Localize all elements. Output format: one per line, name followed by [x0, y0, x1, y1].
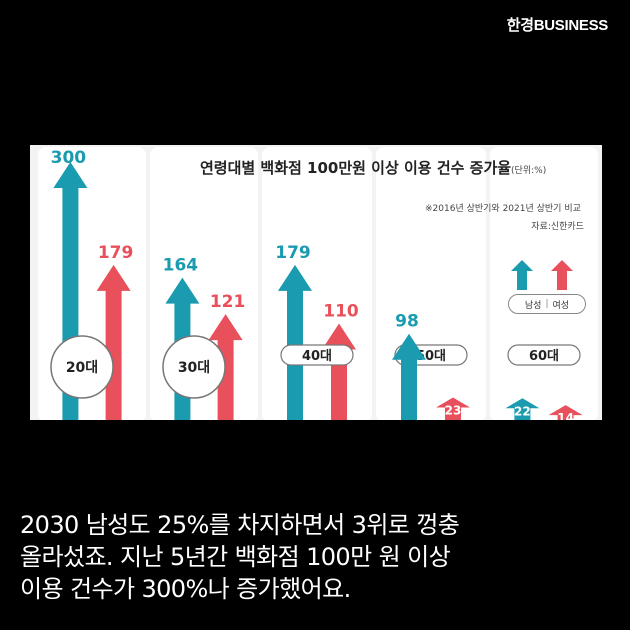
category-badge-2 — [280, 344, 354, 366]
category-label-3: 50대 — [416, 349, 446, 364]
chart-note: ※2016년 상반기와 2021년 상반기 비교 — [425, 204, 581, 214]
value-female-2: 110 — [323, 302, 359, 322]
legend-arrows — [511, 260, 573, 290]
bar-female-4 — [548, 405, 583, 420]
brand-logo: 한경BUSINESS — [506, 17, 609, 34]
legend-box: 남성 | 여성 — [508, 294, 586, 314]
legend-female-arrow-icon — [551, 260, 573, 290]
panel-2 — [262, 147, 372, 420]
caption: 2030 남성도 25%를 차지하면서 3위로 껑충 올라섰죠. 지난 5년간 … — [20, 509, 615, 605]
value-male-0: 300 — [51, 148, 87, 168]
chart-title: 연령대별 백화점 100만원 이상 이용 건수 증가율(단위:%) — [200, 157, 546, 178]
category-badge-0 — [50, 335, 114, 399]
legend-male-arrow-icon — [511, 260, 533, 290]
caption-line-3: 이용 건수가 300%나 증가했어요. — [20, 575, 351, 603]
legend-separator: | — [545, 299, 549, 309]
caption-line-1: 2030 남성도 25%를 차지하면서 3위로 껑충 — [20, 511, 460, 539]
bar-male-2 — [278, 264, 312, 420]
chart-unit: (단위:%) — [511, 166, 547, 176]
chart-source: 자료:신한카드 — [531, 222, 584, 232]
category-badge-1 — [162, 335, 226, 399]
caption-line-2: 올라섰죠. 지난 5년간 백화점 100만 원 이상 — [20, 543, 451, 571]
chart-title-text: 연령대별 백화점 100만원 이상 이용 건수 증가율 — [200, 159, 512, 177]
value-female-0: 179 — [98, 243, 134, 263]
category-label-0: 20대 — [66, 360, 98, 376]
chart-image: 300 179 20대 164 121 30대 179 110 40대 50대 60대 98 23 22 1… — [30, 145, 602, 420]
category-label-2: 40대 — [302, 349, 332, 364]
bar-female-0 — [96, 264, 131, 420]
value-male-1: 164 — [163, 256, 199, 276]
value-female-3: 23 — [445, 403, 462, 417]
bar-female-3 — [436, 397, 470, 420]
bar-male-0 — [53, 162, 88, 420]
value-female-4: 14 — [557, 411, 574, 420]
bar-male-4 — [505, 398, 540, 420]
bar-male-3 — [392, 333, 426, 420]
legend-male-label: 남성 — [524, 300, 542, 311]
category-badge-4 — [507, 344, 581, 366]
value-female-1: 121 — [210, 292, 246, 312]
value-male-4: 22 — [514, 404, 531, 418]
chart-legend: 남성 | 여성 — [508, 258, 600, 316]
category-label-1: 30대 — [178, 360, 210, 376]
chart-svg: 300 179 20대 164 121 30대 179 110 40대 50대 60대 98 23 22 1… — [38, 147, 598, 420]
category-label-4: 60대 — [529, 349, 559, 364]
value-male-3: 98 — [395, 312, 419, 332]
value-male-2: 179 — [275, 243, 311, 263]
panel-3 — [376, 147, 486, 420]
legend-female-label: 여성 — [552, 300, 570, 311]
